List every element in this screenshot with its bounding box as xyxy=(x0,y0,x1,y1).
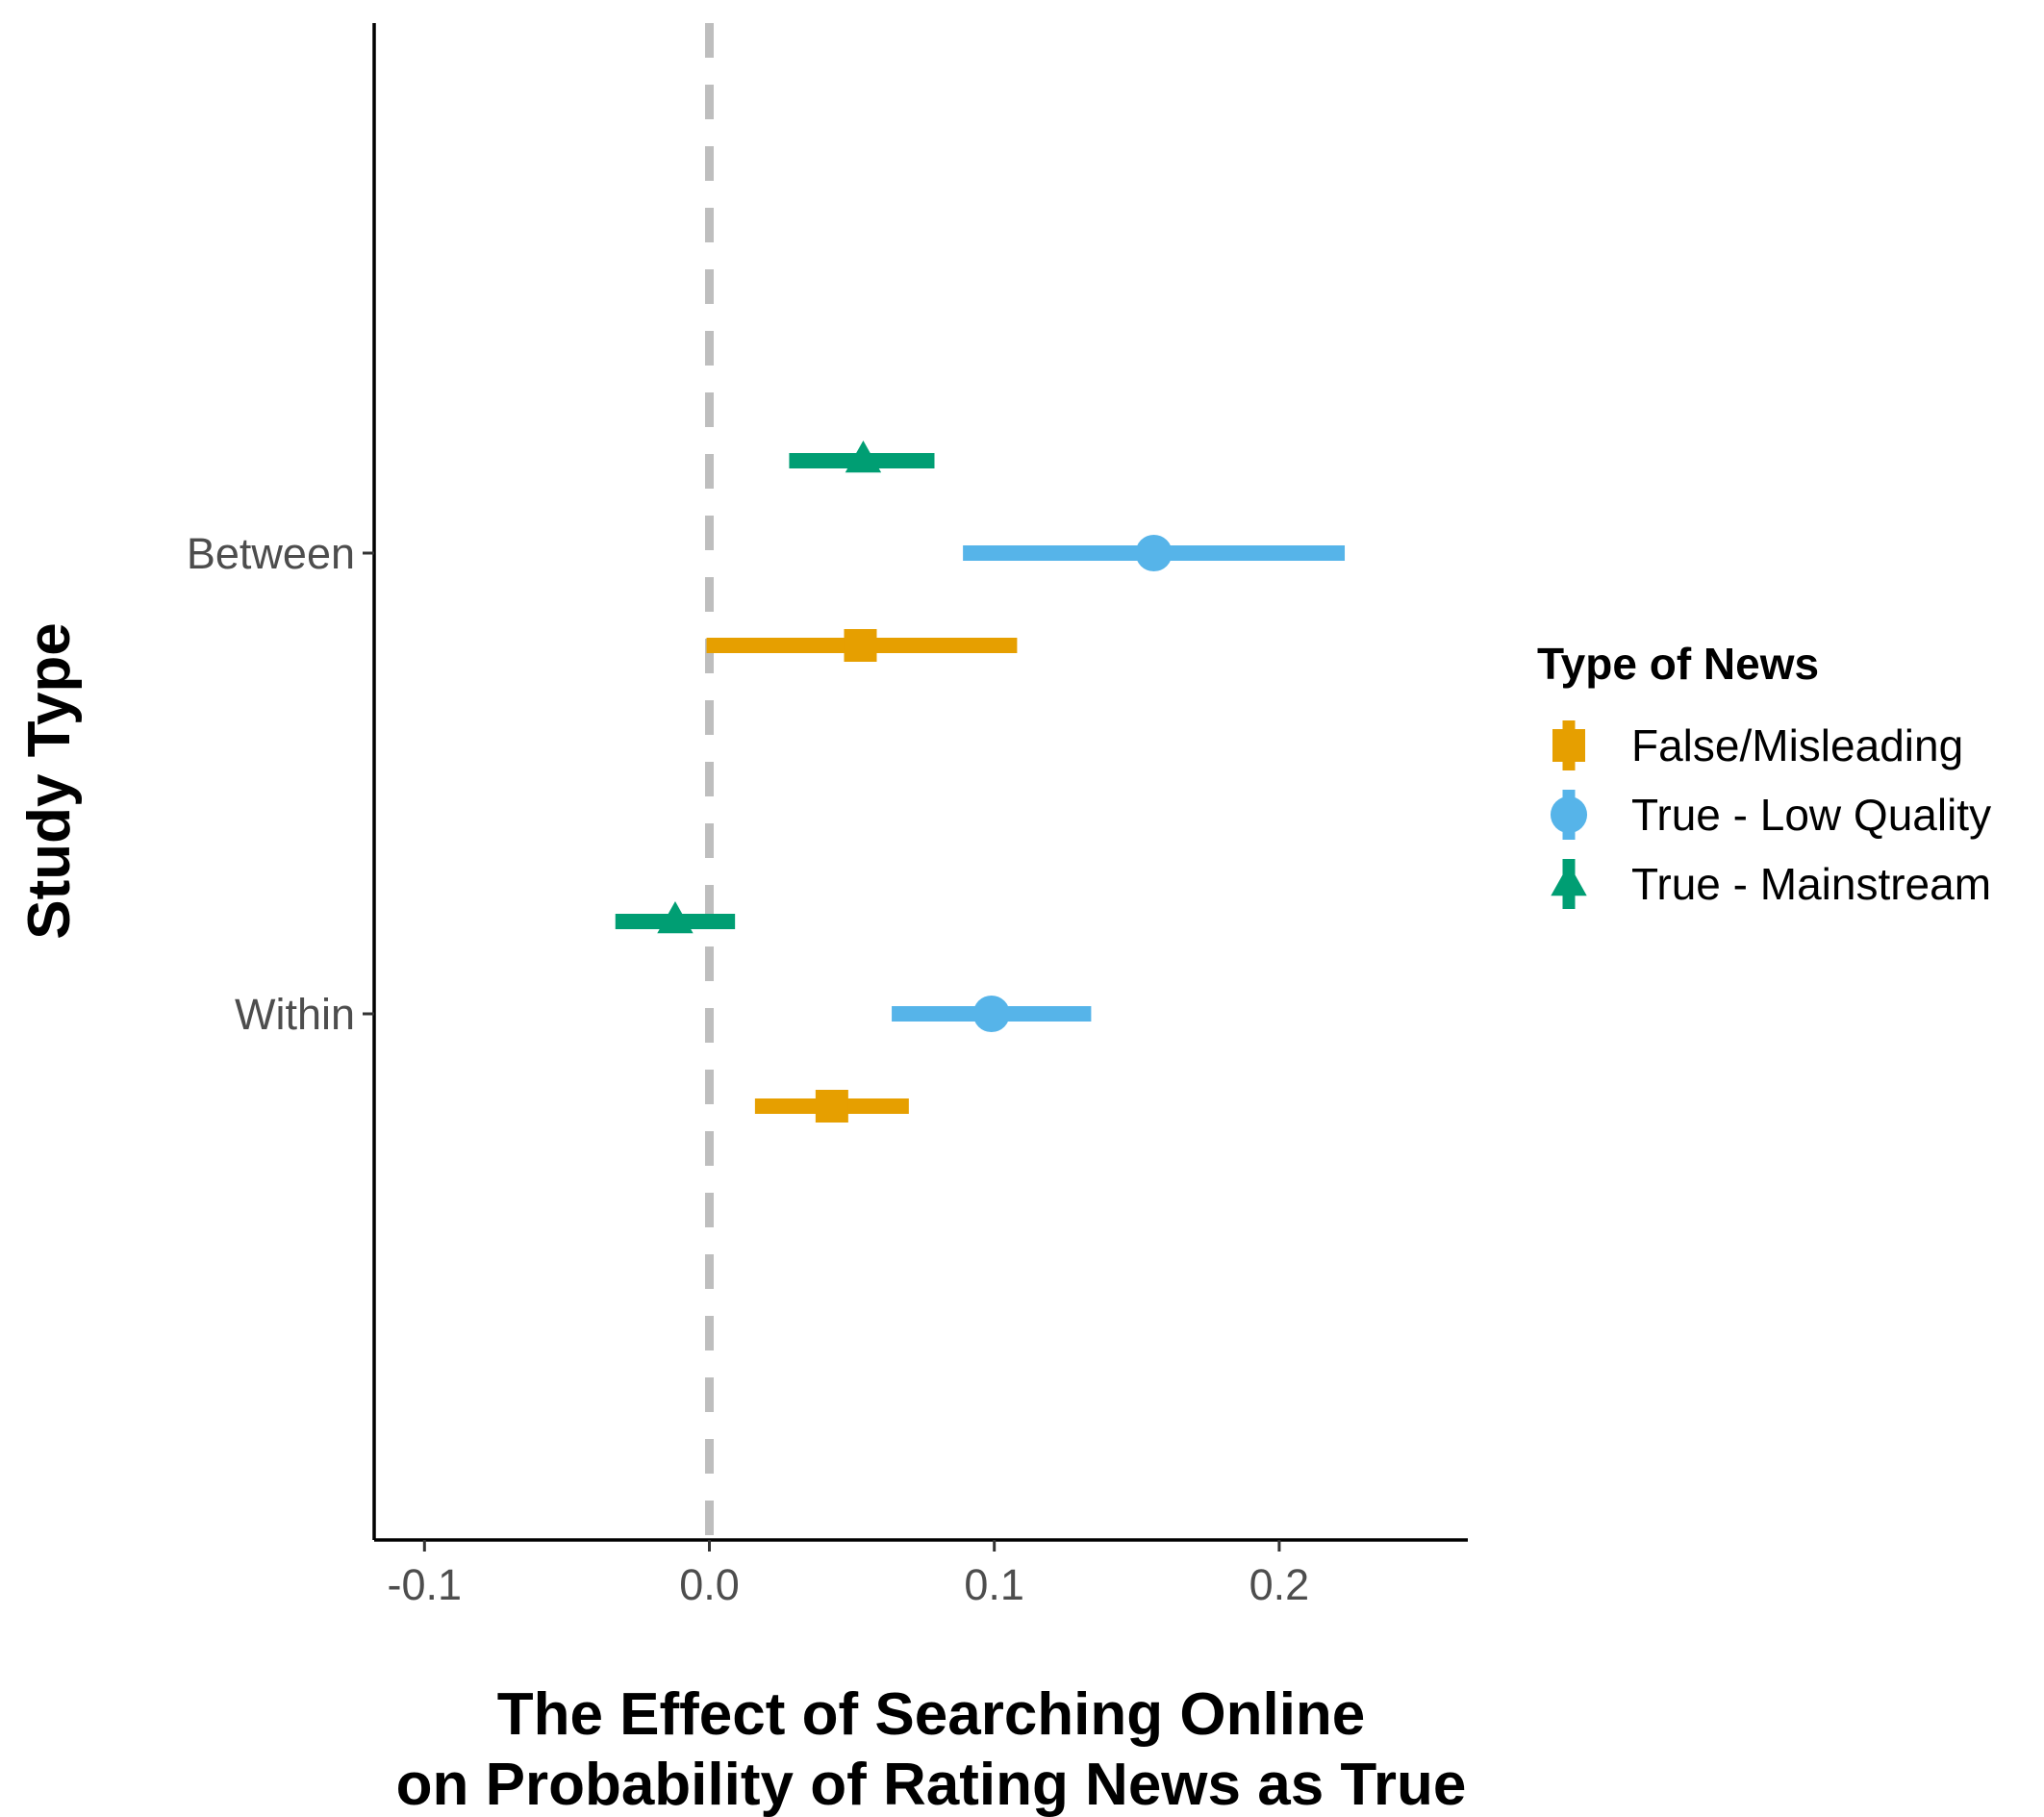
y-tick-label: Between xyxy=(187,529,355,578)
legend-items: False/Misleading True - Low Quality True -… xyxy=(1550,720,1991,909)
x-ticks: -0.1 0.0 0.1 0.2 xyxy=(388,1540,1310,1609)
x-tick-label: 0.1 xyxy=(964,1560,1024,1609)
y-axis-title: Study Type xyxy=(16,622,83,940)
x-axis-title: The Effect of Searching Online xyxy=(497,1681,1366,1748)
x-tick-label: 0.0 xyxy=(679,1560,740,1609)
legend: Type of News False/Misleading True - Low … xyxy=(1537,639,1991,909)
legend-label: True - Low Quality xyxy=(1631,790,1991,840)
y-ticks: Between Within xyxy=(187,529,374,1039)
y-tick-label: Within xyxy=(235,990,355,1039)
legend-key-marker xyxy=(1551,864,1587,896)
point-estimate-marker xyxy=(845,441,882,473)
point-estimate-marker xyxy=(972,995,1010,1033)
legend-title: Type of News xyxy=(1537,639,1819,689)
legend-label: True - Mainstream xyxy=(1631,859,1991,909)
point-estimate-marker xyxy=(1135,534,1173,572)
legend-key-marker xyxy=(1552,729,1585,762)
point-estimate-marker xyxy=(815,1090,848,1123)
point-estimate-marker xyxy=(657,901,694,934)
legend-label: False/Misleading xyxy=(1631,720,1963,770)
x-tick-label: -0.1 xyxy=(388,1560,463,1609)
x-tick-label: 0.2 xyxy=(1249,1560,1310,1609)
point-estimate-marker xyxy=(844,629,877,662)
x-axis-title-line-2: on Probability of Rating News as True xyxy=(396,1752,1467,1817)
legend-key-marker xyxy=(1550,795,1588,834)
data-marks xyxy=(615,441,1346,1123)
